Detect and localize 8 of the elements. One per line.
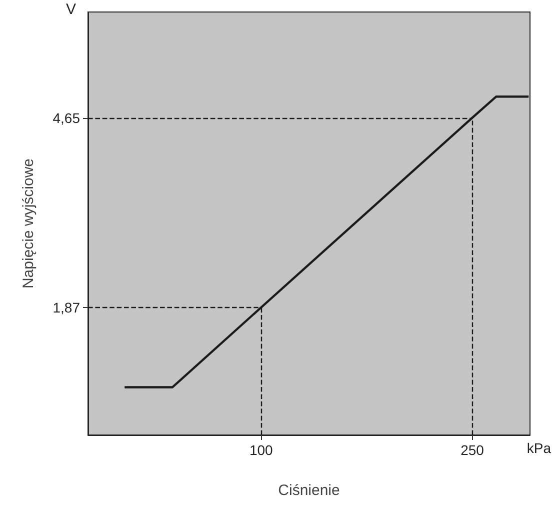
x-axis-title: Ciśnienie — [278, 482, 340, 499]
text: kPa — [526, 440, 552, 456]
x-tick-label: 250 — [460, 442, 484, 458]
y-tick-label: 1,87 — [52, 299, 80, 316]
y-tick-label: 4,65 — [52, 110, 80, 126]
y-axis-title: Napięcie wyjściowe — [20, 158, 37, 289]
text: V — [66, 1, 76, 18]
x-tick-label: 100 — [249, 442, 274, 458]
